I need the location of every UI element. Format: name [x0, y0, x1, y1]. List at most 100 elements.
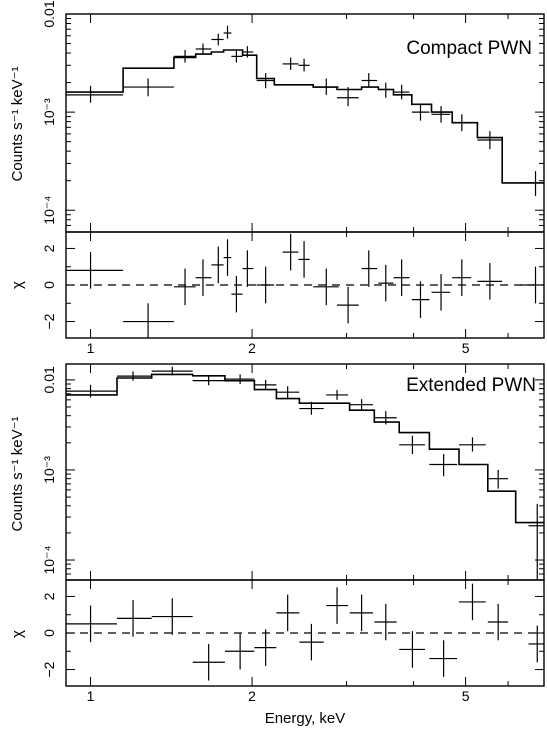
- compact-spectrum-point-9: [282, 57, 299, 70]
- extended-residual-y-tick-label-0: 2: [41, 592, 57, 600]
- extended-residual-point-8: [326, 587, 349, 624]
- compact-spectrum-point-15: [393, 84, 410, 100]
- extended-spectrum-point-6: [276, 386, 300, 398]
- extended-residual-point-0: [66, 605, 117, 643]
- extended-y-tick-label-0: 0.01: [41, 366, 57, 393]
- extended-residual-ticks: 2 0 −2: [41, 580, 545, 686]
- extended-spectrum-point-12: [429, 454, 458, 477]
- extended-spectrum-point-14: [487, 469, 509, 489]
- compact-residual-point-13: [361, 250, 378, 287]
- compact-residual-point-11: [313, 268, 339, 306]
- compact-residual-point-18: [452, 259, 472, 296]
- extended-residual-point-11: [399, 631, 425, 668]
- compact-spectrum-point-19: [477, 131, 503, 150]
- compact-spectrum-point-16: [411, 104, 430, 121]
- extended-spectrum-point-7: [299, 401, 324, 415]
- extended-spectrum-point-9: [349, 399, 373, 411]
- extended-x-tick-labels: 1 2 5: [87, 688, 470, 704]
- compact-spectrum-point-8: [256, 73, 275, 89]
- compact-spectrum-point-14: [378, 82, 394, 98]
- compact-spectrum-point-6: [231, 49, 243, 63]
- extended-residual-point-1: [116, 600, 152, 637]
- compact-spectrum-point-20: [519, 171, 544, 196]
- extended-x-tick-label-2: 5: [462, 688, 470, 704]
- compact-y-tick-label-2: 10⁻⁴: [41, 196, 57, 225]
- extended-spectrum-ticks: 0.01 10⁻³ 10⁻⁴: [41, 364, 545, 581]
- compact-residual-point-16: [411, 281, 430, 318]
- compact-residual-point-19: [477, 263, 503, 300]
- extended-residual-point-10: [374, 603, 397, 641]
- compact-x-tick-label-0: 1: [87, 340, 95, 356]
- extended-spectrum-plot: 0.01 10⁻³ 10⁻⁴ Extended PWN Counts s⁻¹ keV…: [9, 363, 545, 581]
- extended-spectrum-point-0: [66, 384, 117, 398]
- compact-spectrum-point-17: [431, 106, 451, 123]
- compact-residual-point-14: [378, 264, 394, 302]
- extended-residual-point-6: [276, 594, 300, 632]
- extended-residual-point-12: [429, 640, 458, 677]
- extended-model-curve: [66, 373, 544, 524]
- extended-residual-point-2: [151, 598, 193, 635]
- compact-residual-y-tick-label-2: −2: [41, 313, 57, 329]
- compact-residual-point-9: [282, 233, 299, 271]
- compact-spectrum-model: [66, 49, 544, 184]
- extended-spectrum-point-15: [528, 503, 544, 580]
- extended-residual-y-tick-label-1: 0: [41, 629, 57, 637]
- extended-ylabel: Counts s⁻¹ keV⁻¹: [9, 416, 26, 531]
- compact-spectrum-point-4: [211, 33, 224, 46]
- extended-spectrum-point-10: [374, 411, 397, 425]
- compact-residual-point-0: [66, 252, 124, 289]
- compact-spectrum-point-13: [361, 73, 378, 88]
- extended-residual-point-9: [349, 594, 373, 632]
- extended-residual-point-13: [458, 583, 486, 621]
- extended-residual-point-4: [224, 633, 255, 670]
- compact-residual-point-12: [337, 286, 359, 324]
- compact-residual-y-tick-label-1: 0: [41, 281, 57, 289]
- compact-spectrum-point-7: [242, 46, 254, 58]
- compact-residual-point-17: [431, 274, 451, 311]
- extended-spectrum-point-11: [399, 435, 425, 455]
- compact-residual-point-3: [195, 259, 212, 296]
- extended-spectrum-point-1: [116, 371, 152, 381]
- extended-y-tick-label-2: 10⁻⁴: [41, 546, 57, 575]
- panel-extended: 0.01 10⁻³ 10⁻⁴ Extended PWN Counts s⁻¹ keV…: [9, 363, 545, 727]
- compact-spectrum-point-2: [173, 49, 196, 63]
- compact-x-tick-labels: 1 2 5: [87, 340, 470, 356]
- compact-x-tick-label-1: 2: [248, 340, 256, 356]
- compact-spectrum-point-5: [223, 25, 232, 39]
- extended-residual-point-5: [254, 629, 277, 666]
- extended-x-tick-label-1: 2: [248, 688, 256, 704]
- compact-spectrum-point-12: [337, 87, 359, 107]
- compact-model-curve: [66, 49, 544, 184]
- extended-residual-plot: 2 0 −2 χ: [9, 579, 545, 687]
- extended-residual-point-14: [487, 603, 509, 641]
- compact-residual-point-8: [256, 266, 275, 304]
- extended-spectrum-frame: [65, 363, 545, 581]
- compact-residual-point-2: [173, 268, 196, 306]
- compact-residual-point-4: [211, 246, 224, 284]
- extended-spectrum-point-2: [151, 366, 193, 376]
- extended-spectrum-point-5: [254, 379, 277, 391]
- compact-residual-point-5: [223, 239, 232, 276]
- extended-residual-y-tick-label-2: −2: [41, 661, 57, 677]
- x-axis-label: Energy, keV: [265, 710, 346, 727]
- compact-spectrum-point-10: [298, 58, 310, 72]
- compact-title: Compact PWN: [406, 38, 532, 59]
- compact-spectrum-point-0: [66, 85, 124, 103]
- compact-spectrum-ticks: 0.01 10⁻³ 10⁻⁴: [41, 0, 545, 233]
- compact-spectrum-point-1: [123, 78, 174, 97]
- compact-spectrum-point-18: [452, 114, 472, 132]
- extended-y-tick-label-1: 10⁻³: [41, 456, 57, 484]
- extended-residual-ylabel: χ: [9, 630, 26, 638]
- compact-residual-point-6: [231, 275, 243, 313]
- extended-title: Extended PWN: [406, 375, 536, 396]
- compact-spectrum-points: [66, 25, 544, 196]
- extended-spectrum-point-4: [224, 374, 255, 384]
- compact-ylabel: Counts s⁻¹ keV⁻¹: [9, 66, 26, 181]
- extended-spectrum-points: [66, 366, 544, 580]
- compact-residual-point-10: [298, 241, 310, 278]
- compact-spectrum-point-3: [195, 43, 212, 55]
- extended-x-tick-label-0: 1: [87, 688, 95, 704]
- extended-residual-point-7: [299, 623, 324, 661]
- compact-y-tick-label-0: 0.01: [41, 0, 57, 27]
